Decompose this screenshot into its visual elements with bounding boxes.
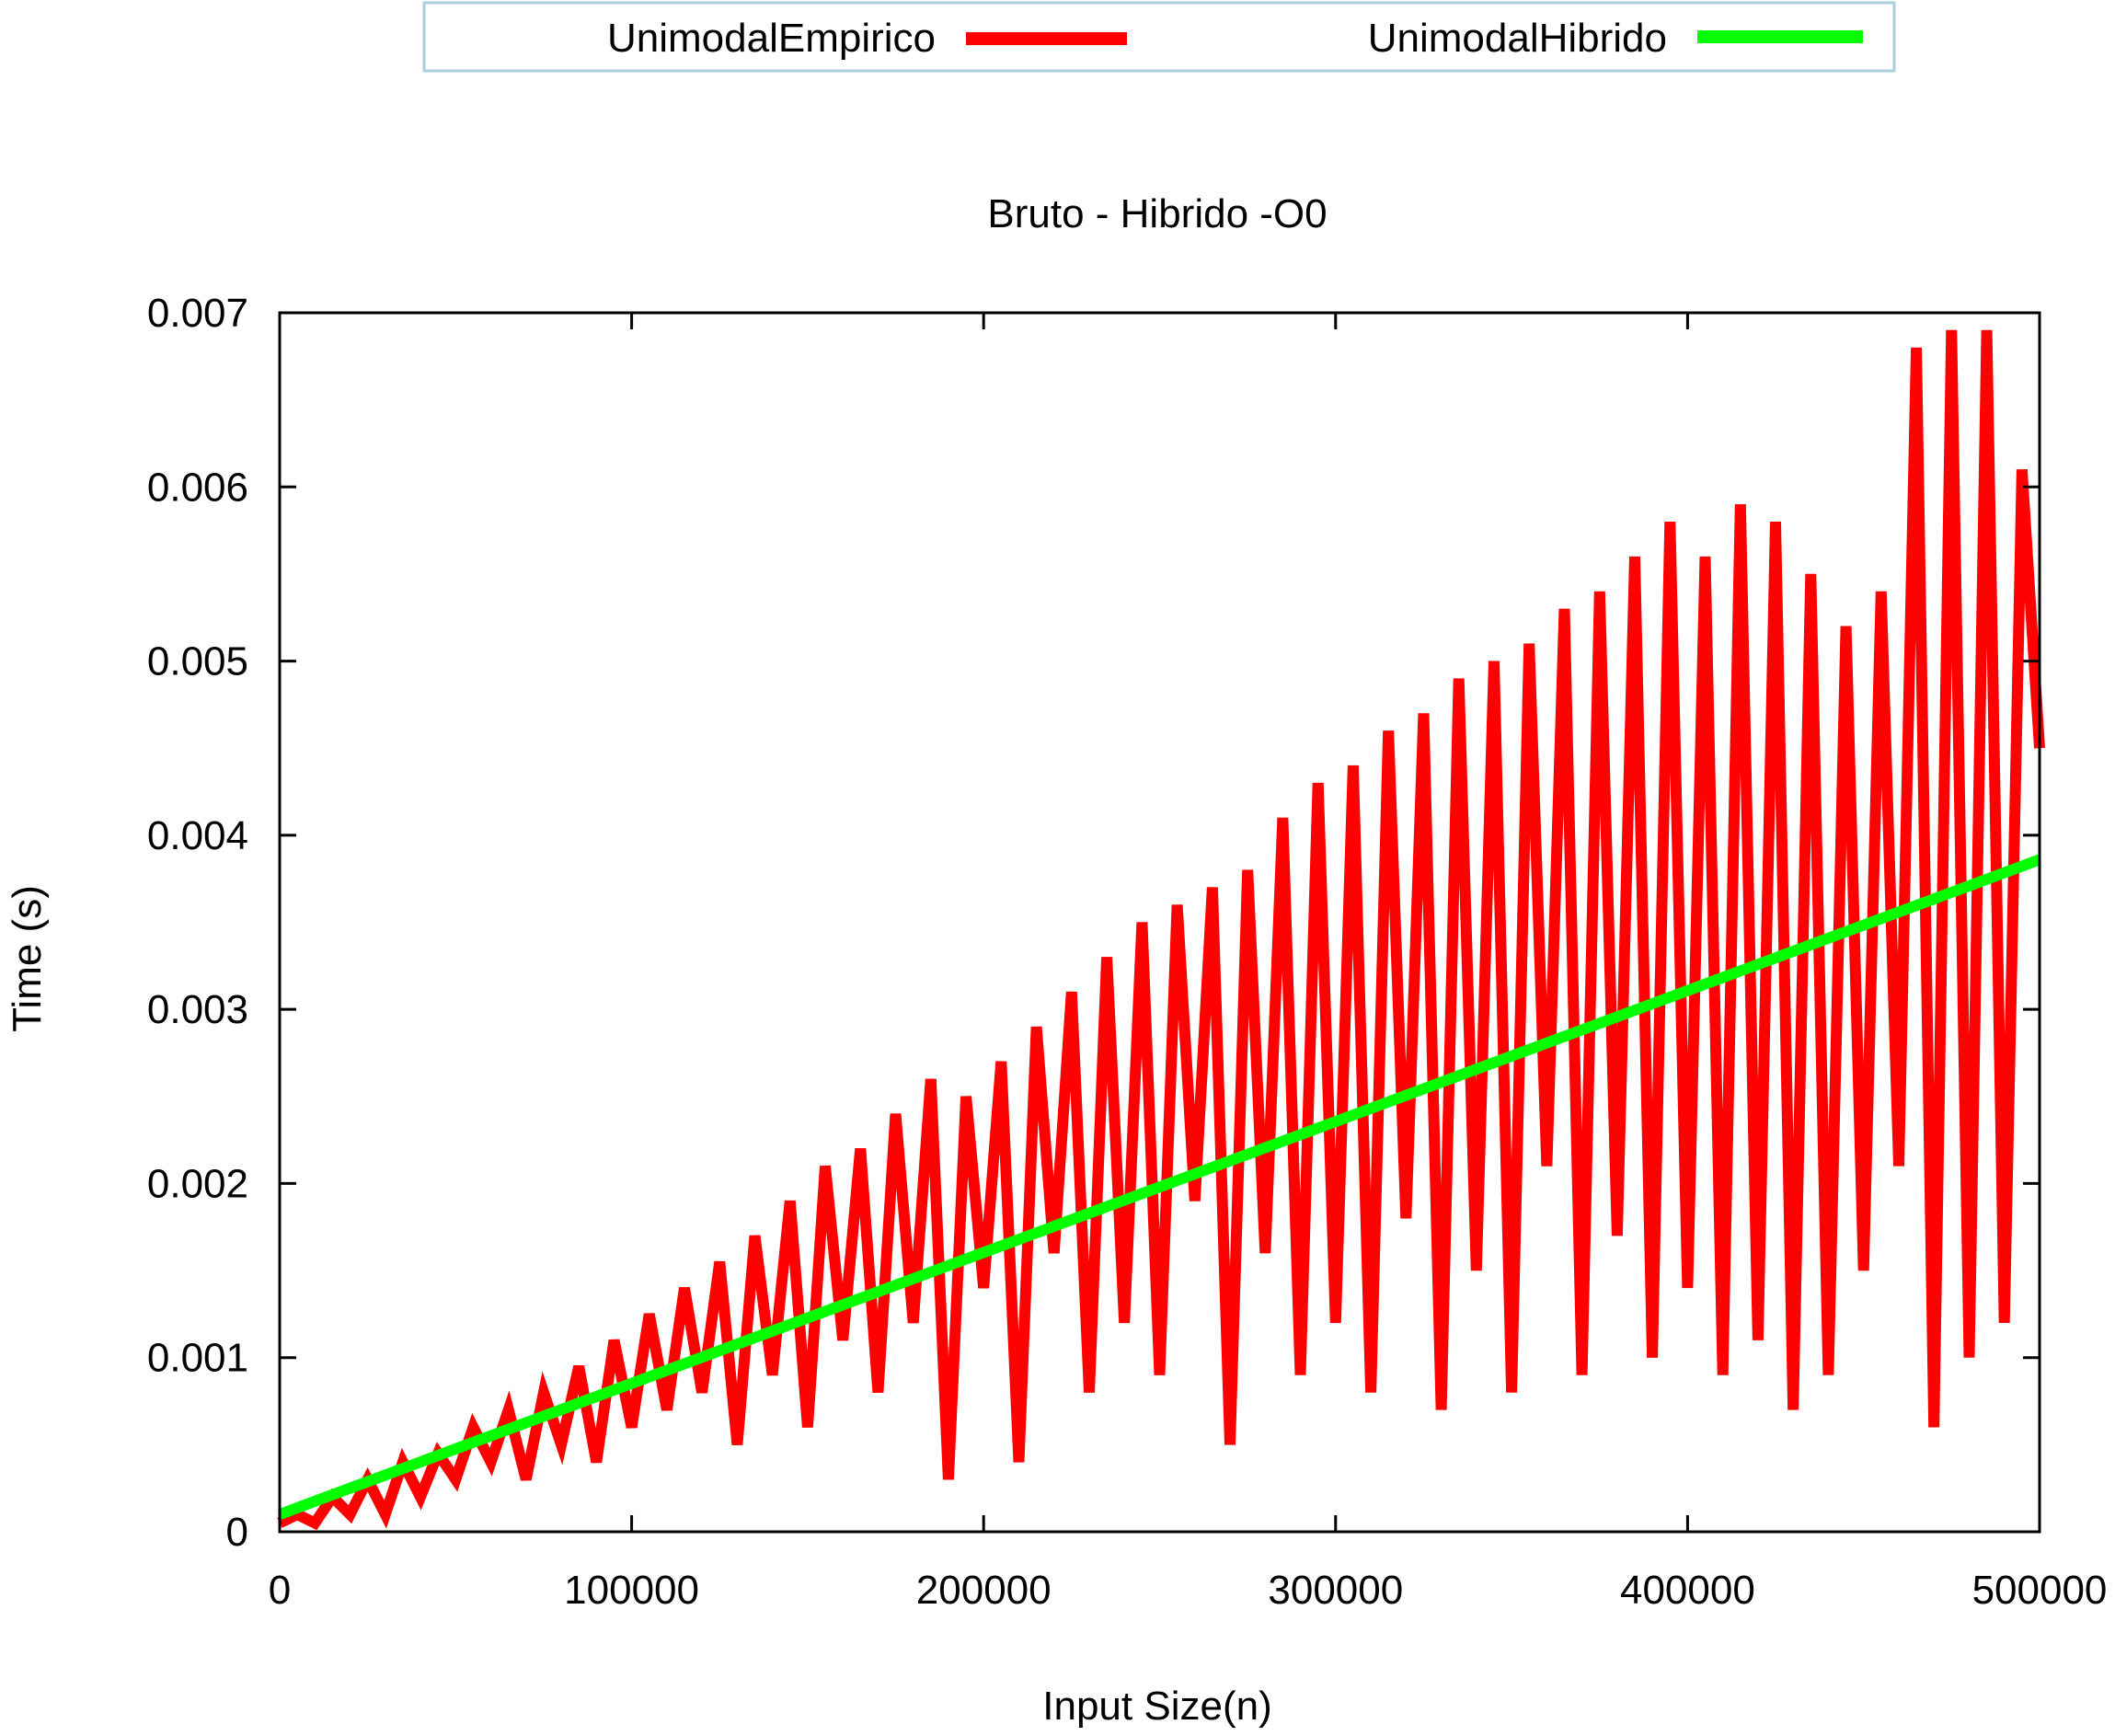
series-line-0	[277, 329, 2045, 1531]
x-axis-label: Input Size(n)	[1042, 1684, 1271, 1729]
chart-title: Bruto - Hibrido -O0	[987, 191, 1327, 236]
x-tick-label: 100000	[564, 1568, 699, 1613]
y-tick-label: 0.005	[147, 639, 248, 684]
y-axis-label: Time (s)	[5, 885, 50, 1032]
y-tick-label: 0.004	[147, 813, 248, 858]
legend-label-hibrido: UnimodalHibrido	[1368, 16, 1667, 61]
series-line-1	[277, 854, 2042, 1520]
x-tick-label: 300000	[1268, 1568, 1403, 1613]
legend-label-empirico: UnimodalEmpirico	[607, 16, 936, 61]
x-tick-label: 0	[269, 1568, 291, 1613]
y-tick-label: 0.007	[147, 291, 248, 336]
x-tick-label: 400000	[1620, 1568, 1755, 1613]
legend: UnimodalEmpirico UnimodalHibrido	[422, 1, 1896, 73]
series-layer	[277, 329, 2045, 1531]
y-tick-label: 0.002	[147, 1161, 248, 1206]
legend-box	[422, 1, 1896, 73]
y-tick-label: 0.001	[147, 1336, 248, 1381]
x-tick-label: 500000	[1972, 1568, 2108, 1613]
y-tick-label: 0	[226, 1510, 248, 1555]
y-tick-label: 0.006	[147, 465, 248, 510]
y-tick-label: 0.003	[147, 987, 248, 1032]
plot-frame	[278, 311, 2041, 1534]
x-tick-label: 200000	[916, 1568, 1052, 1613]
tick-layer: 0 100000 200000 300000 400000 500000 0 0.001 0.0…	[147, 291, 2108, 1613]
